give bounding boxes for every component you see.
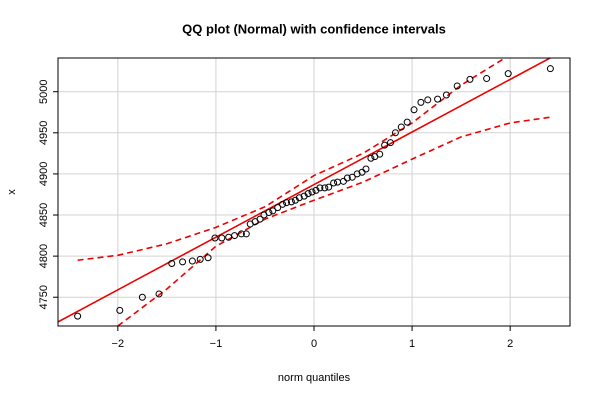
- point: [339, 177, 347, 185]
- x-tick-label: 2: [507, 338, 513, 350]
- point: [279, 200, 287, 208]
- point: [321, 184, 329, 192]
- reference-line: [58, 58, 552, 323]
- point: [274, 204, 282, 212]
- point: [391, 129, 399, 137]
- point: [304, 190, 312, 198]
- y-axis-label: x: [6, 189, 18, 195]
- point: [546, 65, 554, 73]
- plot-area: [58, 58, 554, 326]
- point: [343, 174, 351, 182]
- point: [348, 173, 356, 181]
- point: [504, 70, 512, 78]
- point: [295, 194, 303, 202]
- x-tick-label: −2: [112, 338, 125, 350]
- point: [417, 98, 425, 106]
- x-tick-label: −1: [210, 338, 223, 350]
- y-tick-label: 4950: [38, 121, 50, 145]
- chart-title: QQ plot (Normal) with confidence interva…: [182, 21, 446, 36]
- x-tick-label: 1: [409, 338, 415, 350]
- point: [269, 207, 277, 215]
- point: [155, 290, 163, 298]
- lower-confidence-band: [117, 116, 551, 326]
- point: [242, 230, 250, 238]
- upper-confidence-band: [77, 58, 507, 262]
- point: [138, 293, 146, 301]
- point: [334, 178, 342, 186]
- x-tick-label: 0: [311, 338, 317, 350]
- point: [397, 123, 405, 131]
- point: [325, 183, 333, 191]
- point: [330, 179, 338, 187]
- point: [211, 234, 219, 242]
- point: [265, 209, 273, 217]
- point: [74, 312, 82, 320]
- point: [466, 75, 474, 83]
- point: [442, 91, 450, 99]
- point: [231, 232, 239, 240]
- point: [256, 215, 264, 223]
- point: [204, 254, 212, 262]
- y-tick-label: 4800: [38, 244, 50, 268]
- point: [237, 230, 245, 238]
- point: [283, 199, 291, 207]
- y-tick-label: 4750: [38, 285, 50, 309]
- point: [403, 118, 411, 126]
- point: [353, 170, 361, 178]
- plot-border: [57, 57, 571, 327]
- point: [483, 75, 491, 83]
- x-axis-label: norm quantiles: [278, 372, 351, 384]
- y-tick-label: 4850: [38, 203, 50, 227]
- point: [179, 258, 187, 266]
- point: [376, 150, 384, 158]
- point: [308, 188, 316, 196]
- point: [424, 96, 432, 104]
- point: [316, 184, 324, 192]
- point: [188, 257, 196, 265]
- point: [410, 106, 418, 114]
- point: [287, 198, 295, 206]
- point: [367, 154, 375, 162]
- point: [381, 141, 389, 149]
- y-tick-label: 5000: [38, 79, 50, 103]
- point: [116, 306, 124, 314]
- point: [453, 82, 461, 90]
- point: [196, 255, 204, 263]
- point: [218, 234, 226, 242]
- point: [362, 165, 370, 173]
- point: [434, 95, 442, 103]
- y-tick-label: 4900: [38, 162, 50, 186]
- point: [168, 260, 176, 268]
- point: [387, 139, 395, 147]
